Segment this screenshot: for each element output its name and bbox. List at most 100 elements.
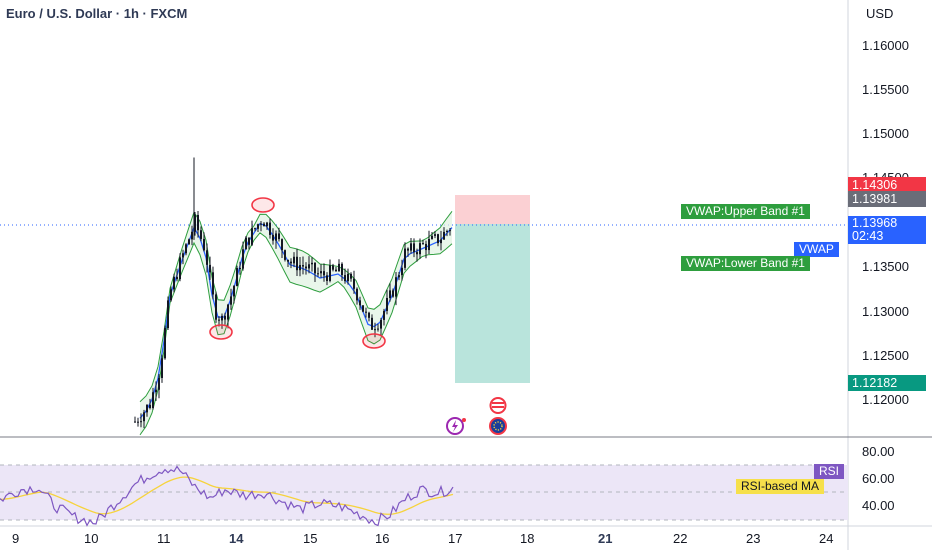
rsi-ma-line <box>0 476 454 515</box>
rsi-label: RSI <box>814 464 845 479</box>
stop-zone <box>455 195 530 224</box>
candle-body <box>158 377 160 390</box>
candle-body <box>218 319 220 321</box>
candle-body <box>335 269 337 272</box>
candle-body <box>305 266 307 269</box>
candle-body <box>398 275 400 278</box>
candle-body <box>260 223 262 225</box>
candle-body <box>428 238 430 251</box>
candle-body <box>350 273 352 279</box>
candle-body <box>404 248 406 268</box>
candle-body <box>311 262 313 265</box>
price-tick: 1.15500 <box>862 82 909 97</box>
candle-body <box>143 412 145 422</box>
rsi-tick: 60.00 <box>862 471 895 486</box>
date-tick: 18 <box>520 531 535 546</box>
candle-body <box>326 275 328 281</box>
candle-body <box>413 243 415 253</box>
date-tick: 24 <box>819 531 834 546</box>
candle-body <box>344 275 346 282</box>
candle-body <box>227 304 229 320</box>
candle-body <box>200 230 202 239</box>
candle-body <box>155 389 157 393</box>
candle-body <box>362 305 364 312</box>
candle-body <box>425 243 427 251</box>
candle-body <box>392 290 394 297</box>
candle-body <box>239 268 241 270</box>
rsi-line <box>0 465 454 527</box>
candle-body <box>416 252 418 255</box>
candle-body <box>137 421 139 423</box>
candle-body <box>203 238 205 251</box>
candle-body <box>257 224 259 229</box>
candle-body <box>146 404 148 413</box>
bar-countdown: 02:43 <box>852 229 884 243</box>
candle-body <box>302 265 304 267</box>
candle-body <box>248 237 250 245</box>
price-tick: 1.12000 <box>862 392 909 407</box>
date-tick: 21 <box>598 531 613 546</box>
swing-point-marker <box>362 333 386 349</box>
us-flag-icon[interactable] <box>485 397 511 414</box>
date-tick: 10 <box>84 531 99 546</box>
date-tick: 22 <box>673 531 688 546</box>
chart-title: Euro / U.S. Dollar · 1h · FXCM <box>6 6 188 21</box>
candle-body <box>185 244 187 254</box>
candle-body <box>275 233 277 241</box>
vwap-label: VWAP <box>794 242 839 257</box>
candle-body <box>374 329 376 331</box>
candle-body <box>236 268 238 287</box>
candle-body <box>188 239 190 245</box>
candle-body <box>170 289 172 301</box>
candle-body <box>290 261 292 264</box>
candle-body <box>371 317 373 330</box>
vwap-band-fill <box>140 211 452 435</box>
eu-flag-icon[interactable] <box>485 416 511 436</box>
candle-body <box>293 256 295 264</box>
candle-body <box>332 265 334 270</box>
price-tick: 1.13000 <box>862 304 909 319</box>
candle-body <box>296 256 298 271</box>
stop-loss-price-tag: 1.14306 <box>848 177 926 193</box>
candle-body <box>209 264 211 273</box>
candle-body <box>431 235 433 239</box>
candle-body <box>320 271 322 274</box>
candle-body <box>386 297 388 311</box>
candle-body <box>215 294 217 320</box>
rsi-tick: 40.00 <box>862 498 895 513</box>
economic-event-icon[interactable] <box>443 416 469 436</box>
candle-body <box>281 239 283 251</box>
candle-body <box>440 239 442 244</box>
candle-body <box>395 277 397 297</box>
candle-body <box>317 273 319 275</box>
candle-body <box>323 271 325 276</box>
candle-body <box>269 222 271 235</box>
candle-body <box>263 223 265 227</box>
date-tick: 15 <box>303 531 318 546</box>
candle-body <box>176 276 178 280</box>
candle-body <box>272 234 274 241</box>
candle-body <box>173 276 175 290</box>
price-tick: 1.13500 <box>862 259 909 274</box>
candle-body <box>383 310 385 320</box>
take-profit-price-tag: 1.12182 <box>848 375 926 391</box>
candle-body <box>206 250 208 265</box>
candle-body <box>230 296 232 305</box>
candle-body <box>140 421 142 423</box>
price-tick: 1.12500 <box>862 348 909 363</box>
candle-body <box>221 315 223 321</box>
candle-body <box>434 234 436 236</box>
currency-label: USD <box>866 6 894 21</box>
price-tick: 1.15000 <box>862 126 909 141</box>
swing-point-marker <box>209 324 233 340</box>
candle-body <box>314 262 316 274</box>
candle-body <box>197 214 199 231</box>
last-price-value: 1.13968 <box>852 216 898 230</box>
date-tick: 16 <box>375 531 390 546</box>
vwap-lower-band-line <box>139 232 453 436</box>
date-tick: 14 <box>229 531 244 546</box>
vwap-lower-band-label: VWAP:Lower Band #1 <box>681 256 810 271</box>
last-price-tag: 1.13968 02:43 <box>848 216 926 244</box>
